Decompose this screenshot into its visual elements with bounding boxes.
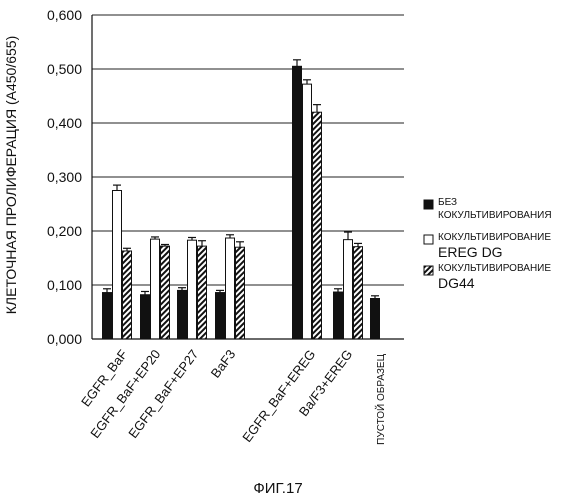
bar xyxy=(344,240,353,339)
y-tick-label: 0,300 xyxy=(47,169,82,185)
bar xyxy=(198,246,207,339)
bar xyxy=(113,191,122,340)
bar xyxy=(141,295,150,339)
y-tick-label: 0,500 xyxy=(47,61,82,77)
bars xyxy=(103,60,380,339)
x-tick-label: BaF3 xyxy=(208,347,239,381)
bar xyxy=(188,240,197,339)
legend: БЕЗКОКУЛЬТИВИРОВАНИЯКОКУЛЬТИВИРОВАНИЕERE… xyxy=(424,197,552,291)
y-tick-label: 0,000 xyxy=(47,331,82,347)
x-tick-label: ПУСТОЙ ОБРАЗЕЦ xyxy=(374,353,387,444)
legend-label: КОКУЛЬТИВИРОВАНИЯ xyxy=(438,210,552,221)
bar xyxy=(236,247,245,339)
legend-label: КОКУЛЬТИВИРОВАНИЕ xyxy=(438,263,551,274)
y-tick-label: 0,100 xyxy=(47,277,82,293)
bar xyxy=(313,112,322,339)
x-tick-label: EGFR_BaF+EP27 xyxy=(125,347,201,441)
bar xyxy=(123,251,132,339)
bar xyxy=(371,299,380,340)
legend-swatch xyxy=(424,235,433,244)
legend-label: КОКУЛЬТИВИРОВАНИЕ xyxy=(438,232,551,243)
y-axis-ticks: 0,000 0,100 0,200 0,300 0,400 0,500 0,600 xyxy=(47,7,82,347)
legend-swatch xyxy=(424,266,433,275)
y-tick-label: 0,600 xyxy=(47,7,82,23)
gridlines xyxy=(92,15,404,285)
bar xyxy=(216,293,225,339)
legend-swatch xyxy=(424,200,433,209)
bar xyxy=(354,247,363,339)
bar xyxy=(103,293,112,339)
legend-label: EREG DG xyxy=(438,244,503,260)
bar xyxy=(334,292,343,339)
figure-caption: ФИГ.17 xyxy=(253,480,302,497)
bar xyxy=(151,239,160,339)
legend-label: DG44 xyxy=(438,275,475,291)
bar xyxy=(178,290,187,339)
bar xyxy=(293,66,302,339)
y-tick-label: 0,400 xyxy=(47,115,82,131)
bar xyxy=(303,84,312,339)
bar xyxy=(226,238,235,339)
x-axis-labels: EGFR_BaFEGFR_BaF+EP20EGFR_BaF+EP27BaF3EG… xyxy=(78,347,387,445)
y-tick-label: 0,200 xyxy=(47,223,82,239)
bar xyxy=(161,246,170,339)
legend-label: БЕЗ xyxy=(438,197,457,208)
y-axis-title: КЛЕТОЧНАЯ ПРОЛИФЕРАЦИЯ (A450/655) xyxy=(3,36,19,314)
